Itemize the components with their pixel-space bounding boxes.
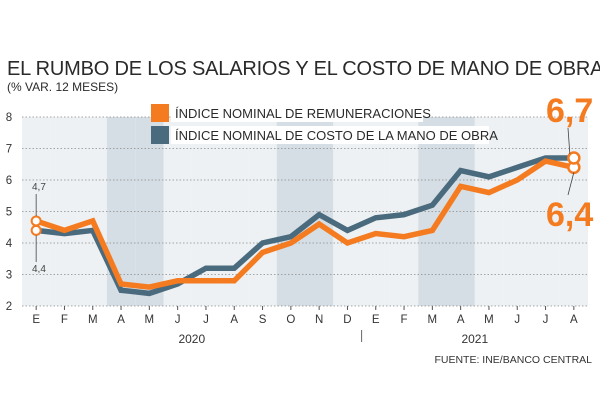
x-tick-label: D	[343, 314, 351, 326]
x-tick-label: S	[259, 314, 267, 326]
end-marker	[567, 151, 581, 165]
legend: ÍNDICE NOMINAL DE REMUNERACIONES ÍNDICE N…	[151, 104, 498, 144]
x-tick-label: M	[428, 314, 438, 326]
series-line-indice-nominal-de-remuneraciones	[35, 158, 575, 290]
x-tick-label: J	[203, 314, 209, 326]
year-label: 2021	[461, 332, 488, 346]
x-tick-label: J	[175, 314, 181, 326]
start-label-top: 4,7	[32, 182, 46, 193]
x-tick-label: J	[514, 314, 520, 326]
start-marker	[30, 215, 42, 227]
legend-label: ÍNDICE NOMINAL DE COSTO DE LA MANO DE OB…	[175, 128, 498, 143]
y-tick-label: 2	[6, 301, 12, 313]
x-tick-label: M	[484, 314, 494, 326]
start-label-bottom: 4,4	[32, 264, 46, 275]
x-tick-label: O	[286, 314, 295, 326]
legend-entry-background	[171, 126, 489, 144]
plot-column	[248, 117, 277, 306]
series-lines	[35, 155, 575, 297]
plot-area: 2 3 4 5 6 7 8 E F M A M J J A S O N D E F M A M J J A 2020 2021	[6, 112, 588, 346]
x-tick-label: N	[315, 314, 323, 326]
connector-line	[567, 172, 575, 196]
x-tick-label: J	[543, 314, 549, 326]
year-labels: 2020 2021	[178, 330, 488, 346]
connector-line	[567, 127, 571, 154]
source-note: FUENTE: INE/BANCO CENTRAL	[434, 354, 592, 366]
x-tick-label: E	[32, 314, 40, 326]
legend-label: ÍNDICE NOMINAL DE REMUNERACIONES	[175, 106, 431, 121]
x-tick-label: M	[88, 314, 98, 326]
y-tick-label: 5	[6, 207, 12, 219]
y-tick-label: 7	[6, 144, 12, 156]
end-label-bottom: 6,4	[546, 196, 593, 234]
y-tick-label: 4	[6, 238, 13, 250]
y-axis: 2 3 4 5 6 7 8	[6, 112, 13, 313]
start-marker	[30, 224, 42, 236]
y-tick-label: 3	[6, 270, 12, 282]
end-label-top: 6,7	[546, 92, 593, 130]
series-line-indice-nominal-de-costo-de-la-mano-de-obra	[35, 155, 574, 297]
legend-entry-background	[171, 104, 423, 122]
x-tick-label: A	[457, 314, 465, 326]
x-tick-label: A	[570, 314, 578, 326]
y-tick-label: 8	[6, 112, 12, 124]
x-tick-label: F	[61, 314, 68, 326]
chart-subtitle: (% VAR. 12 MESES)	[7, 80, 118, 94]
legend-swatch	[151, 104, 169, 122]
end-markers	[30, 127, 581, 262]
x-tick-label: A	[230, 314, 238, 326]
x-tick-label: E	[372, 314, 380, 326]
plot-column	[276, 117, 305, 306]
legend-swatch	[151, 126, 169, 144]
x-tick-label: M	[145, 314, 155, 326]
y-tick-label: 6	[6, 175, 12, 187]
x-tick-label: F	[401, 314, 408, 326]
x-tick-label: A	[117, 314, 125, 326]
chart-title: EL RUMBO DE LOS SALARIOS Y EL COSTO DE M…	[7, 58, 600, 80]
year-label: 2020	[178, 332, 205, 346]
